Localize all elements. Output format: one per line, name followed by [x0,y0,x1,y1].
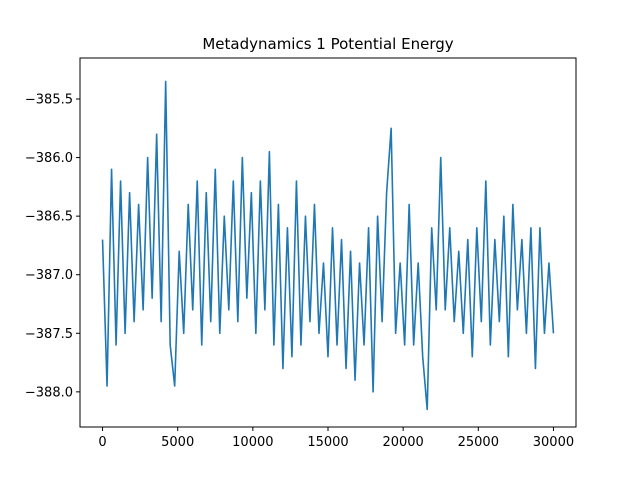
x-tick-label: 10000 [232,435,273,450]
chart-title: Metadynamics 1 Potential Energy [202,35,453,53]
x-tick-label: 15000 [307,435,348,450]
y-tick-label: −386.0 [25,151,73,166]
y-tick-label: −386.5 [25,210,73,225]
y-tick-label: −387.0 [25,268,73,283]
x-tick-label: 5000 [161,435,194,450]
x-axis: 0 5000 10000 15000 20000 25000 30000 [98,427,574,450]
x-tick-label: 30000 [533,435,574,450]
plot-area [101,80,555,411]
y-tick-label: −387.5 [25,327,73,342]
series-line-0 [101,80,555,411]
x-tick-label: 0 [98,435,106,450]
x-tick-label: 25000 [458,435,499,450]
y-axis: −388.0 −387.5 −387.0 −386.5 −386.0 −385.5 [25,93,80,400]
y-tick-label: −385.5 [25,93,73,108]
x-tick-label: 20000 [382,435,423,450]
y-tick-label: −388.0 [25,385,73,400]
